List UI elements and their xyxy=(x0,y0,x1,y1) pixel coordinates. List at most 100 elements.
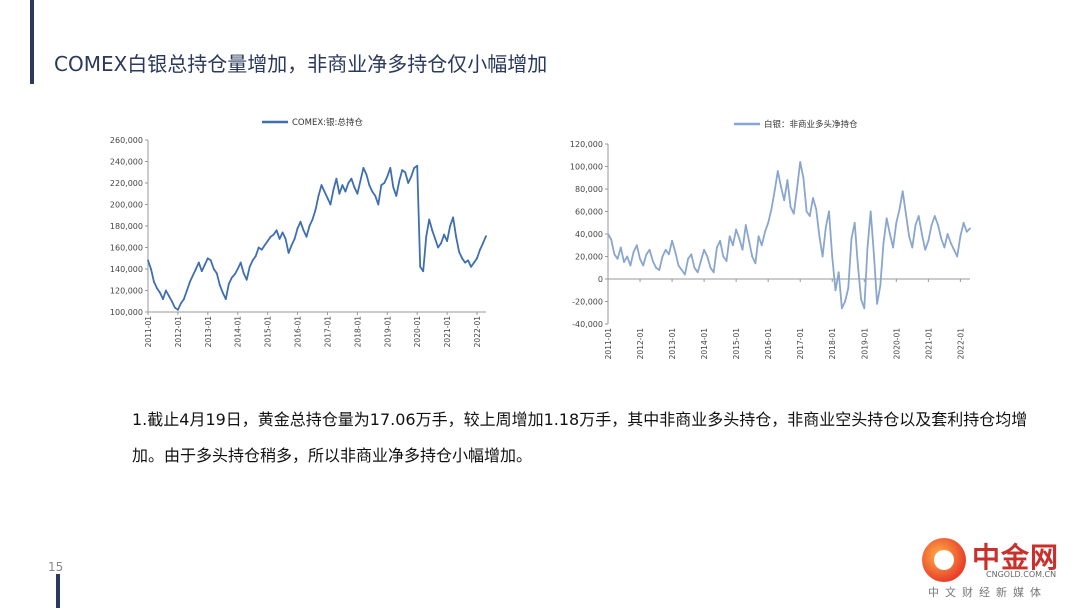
data-point xyxy=(407,182,410,184)
data-point xyxy=(757,235,760,238)
data-point xyxy=(368,184,371,187)
data-point xyxy=(227,283,230,285)
data-point xyxy=(895,221,898,224)
data-point xyxy=(194,268,197,270)
y-tick-label: 120,000 xyxy=(110,287,143,296)
data-point xyxy=(269,235,272,238)
data-point xyxy=(911,246,914,249)
data-point xyxy=(386,175,389,178)
data-point xyxy=(632,251,635,253)
body-paragraph: 1.截止4月19日，黄金总持仓量为17.06万手，较上周增加1.18万手，其中非… xyxy=(132,410,1028,465)
data-point xyxy=(860,298,862,301)
data-point xyxy=(449,225,452,227)
data-point xyxy=(863,307,866,310)
data-point xyxy=(299,220,302,223)
chart-2-legend: 白银：非商业多头净持仓 xyxy=(734,119,858,130)
data-point xyxy=(693,266,696,269)
data-point xyxy=(629,264,632,267)
series-line xyxy=(147,164,487,311)
y-tick-label: -20,000 xyxy=(572,298,603,307)
data-point xyxy=(962,221,965,224)
chart-1-legend: COMEX:银:总持仓 xyxy=(262,117,363,128)
data-point xyxy=(431,229,434,232)
data-point xyxy=(616,257,619,260)
data-point xyxy=(212,268,215,270)
data-point xyxy=(209,259,212,262)
chart-net-long-noncommercial: 白银：非商业多头净持仓 -40,000 -20,000 0 20,000 40,000 60… xyxy=(560,112,980,362)
data-point xyxy=(821,255,824,258)
data-point xyxy=(317,195,320,197)
data-point xyxy=(479,248,481,251)
data-point xyxy=(224,298,227,300)
data-point xyxy=(812,197,814,199)
data-point xyxy=(332,188,335,191)
data-point xyxy=(732,244,734,247)
data-point xyxy=(356,192,359,195)
data-point xyxy=(930,224,933,226)
logo-url: CNGOLD.COM.CN xyxy=(986,570,1057,579)
data-point xyxy=(953,248,955,251)
x-tick-label: 2020-01 xyxy=(413,316,422,348)
data-point xyxy=(908,235,911,238)
data-point xyxy=(422,270,425,273)
logo-subtitle: 中文财经新媒体 xyxy=(928,586,1047,599)
x-tick-label: 2016-01 xyxy=(764,328,773,360)
x-tick-label: 2021-01 xyxy=(924,328,933,360)
data-point xyxy=(815,208,818,211)
data-point xyxy=(667,253,670,256)
x-tick-label: 2012-01 xyxy=(636,328,645,360)
data-point xyxy=(914,224,917,226)
data-point xyxy=(275,229,278,232)
x-tick-label: 2020-01 xyxy=(892,328,901,360)
data-point xyxy=(434,238,437,240)
data-point xyxy=(937,224,939,226)
data-point xyxy=(374,195,377,197)
data-point xyxy=(302,229,305,232)
data-point xyxy=(706,255,709,258)
data-point xyxy=(808,215,811,217)
data-point xyxy=(305,235,308,238)
data-point xyxy=(353,186,356,189)
data-point xyxy=(613,253,616,256)
data-point xyxy=(404,171,407,174)
data-point xyxy=(197,261,200,264)
data-point xyxy=(452,216,454,219)
data-point xyxy=(760,244,763,247)
data-point xyxy=(690,253,693,256)
x-tick-label: 2012-01 xyxy=(174,316,183,348)
footer-accent-bar xyxy=(56,574,60,608)
data-point xyxy=(188,281,191,283)
data-point xyxy=(446,240,449,242)
data-point xyxy=(847,287,850,289)
data-point xyxy=(837,271,840,274)
data-point xyxy=(344,190,347,193)
data-point xyxy=(200,270,203,273)
y-tick-label: 140,000 xyxy=(110,265,143,274)
data-point xyxy=(683,273,686,276)
data-point xyxy=(476,257,478,260)
data-point xyxy=(461,257,463,260)
data-point xyxy=(744,224,747,226)
data-point xyxy=(792,212,795,215)
data-point xyxy=(371,190,374,193)
data-point xyxy=(924,248,927,251)
data-point xyxy=(773,190,776,193)
x-tick-label: 2018-01 xyxy=(828,328,837,360)
data-point xyxy=(272,233,275,236)
data-point xyxy=(153,281,155,283)
data-point xyxy=(905,212,907,215)
data-point xyxy=(607,233,609,235)
data-point xyxy=(266,240,269,242)
data-point xyxy=(716,246,718,249)
data-point xyxy=(341,184,344,187)
x-tick-label: 2013-01 xyxy=(668,328,677,360)
x-tick-label: 2015-01 xyxy=(264,316,273,348)
data-point xyxy=(191,274,194,277)
legend-label: 白银：非商业多头净持仓 xyxy=(764,119,858,130)
data-point xyxy=(658,269,661,271)
data-point xyxy=(458,250,460,253)
data-point xyxy=(177,308,179,311)
data-point xyxy=(796,188,798,190)
data-point xyxy=(377,203,380,206)
data-point xyxy=(661,255,664,258)
